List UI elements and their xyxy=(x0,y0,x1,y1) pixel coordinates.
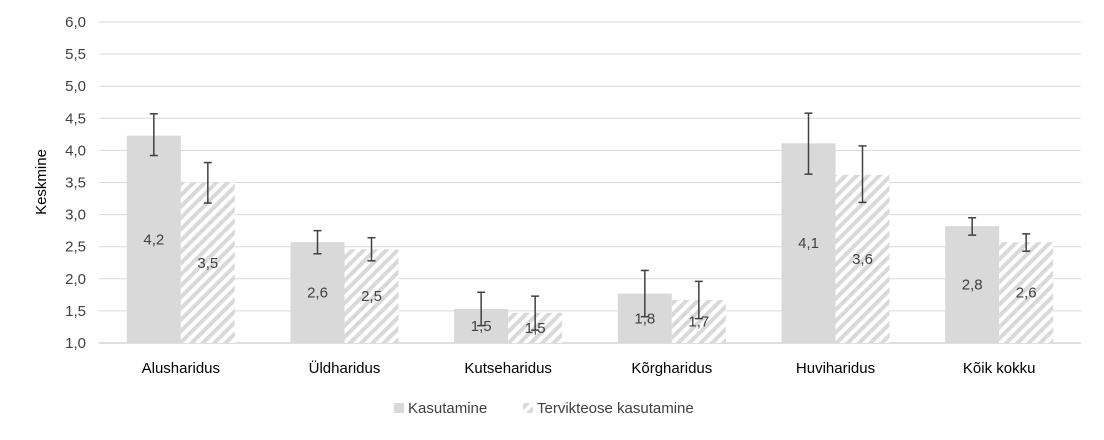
error-bar xyxy=(968,217,977,236)
data-labels: 4,2 3,5 2,6 2,5 1,5 1,5 1,8 1,7 4,1 3,6 2,8 2,6 xyxy=(143,231,1036,337)
y-tick-label: 3,5 xyxy=(65,175,86,192)
error-bar xyxy=(531,295,540,331)
y-tick-label: 4,5 xyxy=(65,110,86,127)
bar-kasutamine-1 xyxy=(290,242,345,343)
data-label: 4,2 xyxy=(143,231,164,248)
bar-tervikteose-1 xyxy=(344,249,399,343)
legend-item: Tervikteose kasutamine xyxy=(523,400,694,417)
error-bar xyxy=(149,113,158,157)
legend-swatch xyxy=(394,403,404,413)
data-label: 1,7 xyxy=(688,313,709,330)
data-label: 3,6 xyxy=(852,251,873,268)
bar-kasutamine-0 xyxy=(126,135,181,343)
data-label: 3,5 xyxy=(197,255,218,272)
bar-kasutamine-4 xyxy=(781,143,836,343)
category-label: Kutseharidus xyxy=(464,360,552,377)
data-label: 1,8 xyxy=(634,310,655,327)
data-label: 2,6 xyxy=(307,285,328,302)
data-label: 1,5 xyxy=(525,320,546,337)
category-label: Huviharidus xyxy=(796,360,875,377)
bars xyxy=(126,135,1054,343)
x-axis-categories: Alusharidus Üldharidus Kutseharidus Kõrghar… xyxy=(142,359,1036,377)
y-tick-label: 1,0 xyxy=(65,335,86,352)
y-tick-label: 3,0 xyxy=(65,207,86,224)
legend-label: Kasutamine xyxy=(408,400,487,417)
legend-item: Kasutamine xyxy=(394,400,487,417)
bar-kasutamine-5 xyxy=(945,226,1000,343)
error-bar xyxy=(313,229,322,255)
y-tick-label: 6,0 xyxy=(65,14,86,31)
data-label: 2,6 xyxy=(1016,285,1037,302)
error-bar xyxy=(1022,233,1031,252)
error-bar xyxy=(640,269,649,318)
data-label: 1,5 xyxy=(471,318,492,335)
error-bar xyxy=(477,291,486,327)
legend-swatch xyxy=(523,403,533,413)
y-axis-ticks: 1,0 1,5 2,0 2,5 3,0 3,5 4,0 4,5 5,0 5,5 6,0 xyxy=(65,14,86,352)
y-axis-label: Keskmine xyxy=(33,149,50,215)
error-bar xyxy=(804,112,813,175)
legend-label: Tervikteose kasutamine xyxy=(537,400,694,417)
category-label: Kõik kokku xyxy=(963,360,1036,377)
bar-tervikteose-5 xyxy=(999,242,1054,343)
y-tick-label: 2,5 xyxy=(65,239,86,256)
legend: Kasutamine Tervikteose kasutamine xyxy=(394,400,694,417)
category-label: Alusharidus xyxy=(142,360,220,377)
y-tick-label: 5,5 xyxy=(65,46,86,63)
data-label: 2,8 xyxy=(962,277,983,294)
data-label: 4,1 xyxy=(798,235,819,252)
y-tick-label: 4,0 xyxy=(65,142,86,159)
error-bars xyxy=(149,112,1031,331)
error-bar xyxy=(694,280,703,320)
y-tick-label: 2,0 xyxy=(65,271,86,288)
y-tick-label: 5,0 xyxy=(65,78,86,95)
data-label: 2,5 xyxy=(361,288,382,305)
category-label: Kõrgharidus xyxy=(631,360,712,377)
y-tick-label: 1,5 xyxy=(65,303,86,320)
error-bar xyxy=(858,145,867,204)
error-bar xyxy=(367,236,376,262)
category-label: Üldharidus xyxy=(309,359,381,377)
bar-tervikteose-0 xyxy=(180,182,235,343)
error-bar xyxy=(203,161,212,204)
gridlines xyxy=(99,21,1081,344)
